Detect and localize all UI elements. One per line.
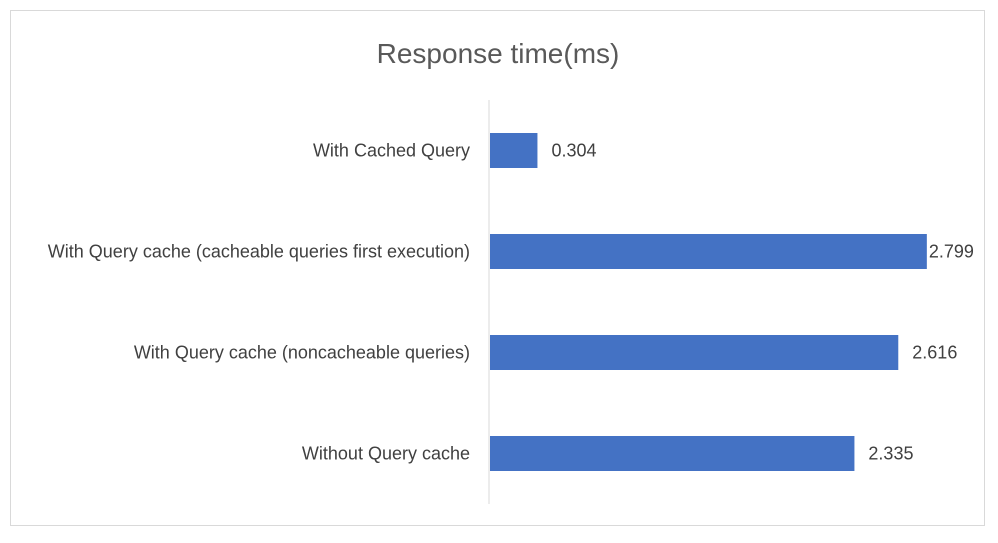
bar-0 (490, 133, 538, 168)
value-label-3: 2.335 (868, 444, 913, 464)
bar-2 (490, 335, 899, 370)
bar-3 (490, 436, 855, 471)
category-label-3: Without Query cache (302, 444, 470, 464)
category-labels: With Cached Query With Query cache (cache… (48, 141, 470, 464)
chart-title: Response time(ms) (377, 38, 620, 69)
category-label-2: With Query cache (noncacheable queries) (134, 343, 470, 363)
category-label-1: With Query cache (cacheable queries firs… (48, 242, 470, 262)
value-labels: 0.304 2.799 2.616 2.335 (551, 141, 973, 464)
value-label-2: 2.616 (912, 343, 957, 363)
value-label-0: 0.304 (551, 141, 596, 161)
bars-group (490, 133, 927, 471)
category-label-0: With Cached Query (313, 141, 470, 161)
bar-1 (490, 234, 927, 269)
value-label-1: 2.799 (929, 242, 974, 262)
